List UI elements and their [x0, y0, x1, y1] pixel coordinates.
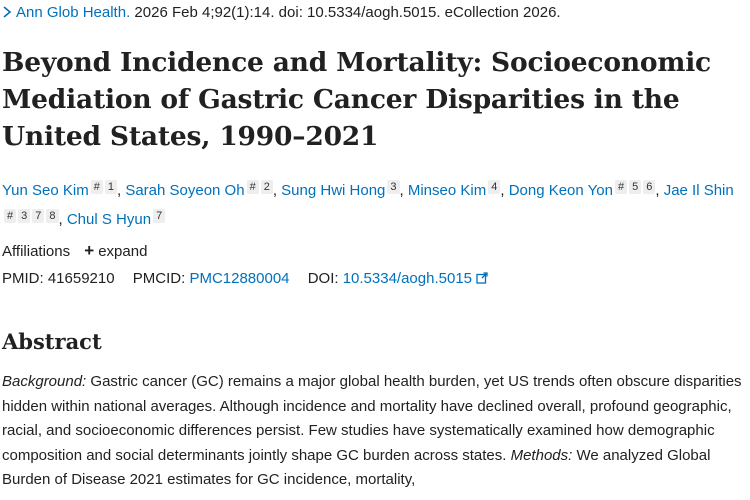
background-label: Background: [2, 373, 87, 390]
author-name-link[interactable]: Sung Hwi Hong [281, 182, 386, 199]
plus-icon[interactable]: + [84, 241, 95, 260]
author-name-link[interactable]: Minseo Kim [407, 182, 487, 199]
equal-contribution-badge: # [246, 180, 259, 194]
affiliation-number-badge[interactable]: 2 [260, 180, 273, 194]
author-item: Minseo Kim 4 [407, 180, 501, 199]
abstract-heading: Abstract [2, 329, 102, 354]
affiliations-label: Affiliations [2, 243, 71, 260]
pmid-label: PMID: [2, 270, 44, 287]
pmcid-label: PMCID: [132, 270, 186, 287]
doi-label: DOI: [307, 270, 339, 287]
expand-button[interactable]: expand [98, 243, 148, 260]
affiliation-number-badge[interactable]: 1 [104, 180, 117, 194]
author-item: Chul S Hyun 7 [66, 209, 166, 228]
author-name-link[interactable]: Sarah Soyeon Oh [125, 182, 245, 199]
equal-contribution-badge: # [614, 180, 628, 194]
methods-text: We analyzed Global Burden of Disease 202… [2, 446, 711, 489]
background-text: Gastric cancer (GC) remains a major glob… [2, 373, 742, 464]
doi-value[interactable]: 10.5334/aogh.5015 [342, 270, 472, 287]
equal-contribution-badge: # [4, 209, 17, 223]
author-name-link[interactable]: Jae Il Shin [663, 182, 734, 199]
chevron-right-icon[interactable] [2, 6, 12, 18]
affiliation-number-badge[interactable]: 7 [32, 209, 45, 223]
abstract-text: Background: Gastric cancer (GC) remains … [2, 370, 748, 493]
author-name-link[interactable]: Yun Seo Kim [2, 182, 89, 199]
external-link-icon[interactable] [476, 272, 488, 284]
author-name-link[interactable]: Dong Keon Yon [508, 182, 613, 199]
doi-link[interactable]: 10.5334/aogh.5015 [343, 270, 488, 287]
article-identifiers: PMID: 41659210 PMCID: PMC12880004 DOI: 1… [2, 269, 488, 289]
author-item: Sarah Soyeon Oh #2 [125, 180, 273, 199]
affiliation-number-badge[interactable]: 3 [18, 209, 31, 223]
pmid-value: 41659210 [47, 270, 115, 287]
affiliation-number-badge[interactable]: 5 [629, 180, 642, 194]
affiliation-number-badge[interactable]: 4 [488, 180, 501, 194]
affiliation-number-badge[interactable]: 3 [387, 180, 400, 194]
pmcid-link[interactable]: PMC12880004 [189, 270, 290, 287]
author-item: Sung Hwi Hong 3 [281, 180, 400, 199]
affiliation-number-badge[interactable]: 8 [46, 209, 59, 223]
affiliation-number-badge[interactable]: 7 [153, 209, 166, 223]
citation-line: Ann Glob Health. 2026 Feb 4;92(1):14. do… [2, 3, 561, 23]
journal-link[interactable]: Ann Glob Health. [16, 4, 131, 21]
author-item: Jae Il Shin# 3 7 8 [2, 182, 734, 228]
author-name-link[interactable]: Chul S Hyun [66, 211, 152, 228]
article-title: Beyond Incidence and Mortality: Socioeco… [2, 47, 711, 152]
author-item: Dong Keon Yon #5 6 [508, 180, 656, 199]
author-item: Yun Seo Kim #1 [2, 180, 117, 199]
author-list: Yun Seo Kim #1, Sarah Soyeon Oh #2, Sung H… [2, 180, 734, 228]
affiliation-number-badge[interactable]: 6 [643, 180, 656, 194]
equal-contribution-badge: # [90, 180, 103, 194]
affiliations-toggle: Affiliations + expand [2, 241, 147, 262]
citation-details: 2026 Feb 4;92(1):14. doi: 10.5334/aogh.5… [134, 4, 561, 21]
methods-label: Methods: [510, 446, 573, 464]
